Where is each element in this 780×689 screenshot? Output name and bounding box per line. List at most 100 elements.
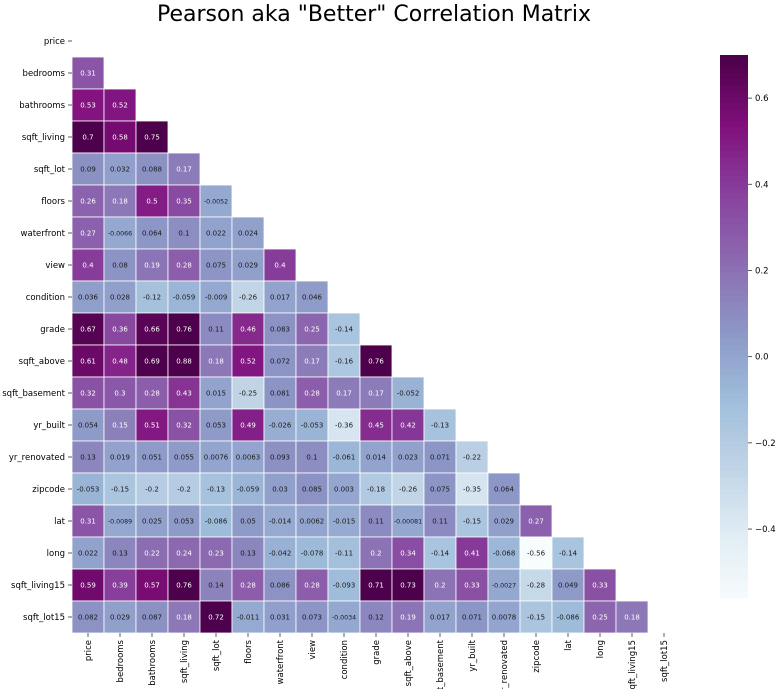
cell-value-label: 0.022 xyxy=(78,550,98,558)
cell-value-label: -0.0052 xyxy=(204,199,228,206)
cell-value-label: -0.14 xyxy=(559,550,578,558)
cell-value-label: 0.61 xyxy=(80,358,96,366)
colorbar-segment xyxy=(720,368,748,376)
cell-value-label: 0.18 xyxy=(624,614,640,622)
cell-value-label: -0.078 xyxy=(301,550,324,558)
heatmap-cell xyxy=(455,440,489,474)
colorbar-segment xyxy=(720,567,748,575)
cell-value-label: 0.3 xyxy=(114,390,125,398)
cell-value-label: -0.0034 xyxy=(332,615,356,622)
cell-value-label: 0.34 xyxy=(400,550,416,558)
cell-value-label: 0.49 xyxy=(240,422,256,430)
heatmap-cell xyxy=(135,248,169,282)
cell-value-label: -0.25 xyxy=(239,390,257,398)
colorbar-segment xyxy=(720,193,748,201)
heatmap-cell xyxy=(167,376,201,410)
heatmap-cell xyxy=(231,344,265,378)
heatmap-cell xyxy=(263,344,297,378)
cell-value-label: 0.031 xyxy=(270,614,290,622)
x-tick-label: bathrooms xyxy=(148,639,158,685)
y-tick-label: zipcode xyxy=(32,485,65,495)
heatmap-cell xyxy=(103,408,137,442)
heatmap-cell xyxy=(71,440,105,474)
colorbar-segment xyxy=(720,573,748,581)
cell-value-label: 0.28 xyxy=(304,390,320,398)
heatmap-cell xyxy=(519,600,553,634)
x-tick-label: view xyxy=(308,640,318,660)
cell-value-label: 0.1 xyxy=(178,230,189,238)
cell-value-label: -0.13 xyxy=(207,486,225,494)
colorbar-segment xyxy=(720,591,748,599)
heatmap-cell xyxy=(103,184,137,218)
colorbar-segment xyxy=(720,199,748,207)
cell-value-label: 0.015 xyxy=(206,390,226,398)
heatmap-cell xyxy=(199,472,233,506)
y-tick-label: sqft_lot15 xyxy=(23,613,65,623)
x-tick-label: long xyxy=(596,640,606,658)
colorbar-segment xyxy=(720,314,748,322)
heatmap-cell xyxy=(263,440,297,474)
cell-value-label: 0.017 xyxy=(430,614,450,622)
y-tick-label: bedrooms xyxy=(23,69,66,79)
x-tick-label: zipcode xyxy=(532,640,542,673)
colorbar-segment xyxy=(720,362,748,370)
colorbar-segment xyxy=(720,417,748,424)
heatmap-cell xyxy=(167,152,201,186)
cell-value-label: 0.28 xyxy=(176,262,192,270)
cell-value-label: 0.12 xyxy=(368,614,384,622)
cell-value-label: 0.42 xyxy=(400,422,416,430)
colorbar-segment xyxy=(720,447,748,454)
cell-value-label: 0.18 xyxy=(176,614,192,622)
heatmap-cell xyxy=(231,504,265,538)
colorbar-segment xyxy=(720,260,748,267)
heatmap-cell xyxy=(71,600,105,634)
heatmap-cell xyxy=(135,440,169,474)
colorbar-segment xyxy=(720,85,748,92)
cell-value-label: 0.72 xyxy=(208,614,224,622)
cell-value-label: 0.087 xyxy=(142,614,162,622)
x-tick-label: yr_built xyxy=(468,639,478,671)
colorbar-segment xyxy=(720,109,748,116)
y-tick-label: sqft_living xyxy=(22,133,65,143)
heatmap-cell xyxy=(135,376,169,410)
x-tick-label: condition xyxy=(340,640,350,679)
cell-value-label: 0.073 xyxy=(302,614,322,622)
heatmap-cell xyxy=(103,248,137,282)
y-tick-label: sqft_basement xyxy=(2,389,65,399)
heatmap-cell xyxy=(327,504,361,538)
cell-value-label: 0.054 xyxy=(78,422,99,430)
cell-value-label: 0.029 xyxy=(238,262,258,270)
heatmap-cell xyxy=(103,440,137,474)
cell-value-label: 0.48 xyxy=(112,358,128,366)
heatmap-cell xyxy=(423,472,457,506)
cell-value-label: 0.082 xyxy=(78,614,98,622)
cell-value-label: 0.4 xyxy=(82,262,94,270)
cell-value-label: 0.33 xyxy=(592,582,608,590)
y-tick-label: yr_built xyxy=(33,421,65,431)
y-tick-label: sqft_living15 xyxy=(11,581,65,591)
colorbar-tick-label: 0.0 xyxy=(755,353,769,363)
colorbar-segment xyxy=(720,187,748,195)
heatmap-cell xyxy=(103,536,137,570)
cell-value-label: 0.32 xyxy=(80,390,96,398)
cell-value-label: 0.003 xyxy=(334,486,354,494)
colorbar-segment xyxy=(720,55,748,62)
heatmap-cell xyxy=(327,376,361,410)
cell-value-label: -0.28 xyxy=(527,582,545,590)
x-tick-label: sqft_lot15 xyxy=(660,640,670,682)
colorbar-segment xyxy=(720,338,748,346)
heatmap-cell xyxy=(71,248,105,282)
heatmap-cell xyxy=(71,344,105,378)
heatmap-cell xyxy=(263,408,297,442)
colorbar-segment xyxy=(720,242,748,249)
colorbar-segment xyxy=(720,344,748,352)
colorbar-segment xyxy=(720,302,748,309)
colorbar-segment xyxy=(720,236,748,243)
cell-value-label: 0.28 xyxy=(144,390,160,398)
colorbar-segment xyxy=(720,380,748,388)
cell-value-label: 0.029 xyxy=(110,614,130,622)
colorbar-segment xyxy=(720,205,748,213)
cell-value-label: 0.2 xyxy=(370,550,381,558)
cell-value-label: 0.085 xyxy=(302,486,322,494)
colorbar-segment xyxy=(720,284,748,291)
